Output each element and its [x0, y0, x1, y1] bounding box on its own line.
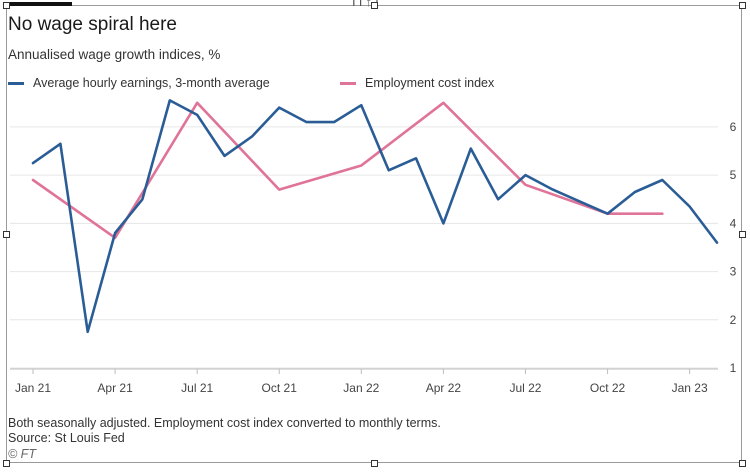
resize-handle-bottom-right[interactable]	[739, 460, 746, 467]
x-tick-label-4: Jan 22	[343, 381, 379, 395]
ft-credit: © FT	[8, 447, 36, 461]
legend-label-ahe: Average hourly earnings, 3-month average	[33, 76, 270, 90]
resize-handle-bottom-left[interactable]	[3, 460, 10, 467]
x-tick-label-8: Jan 23	[672, 381, 708, 395]
resize-handle-middle-left[interactable]	[3, 231, 10, 238]
resize-handle-top-right[interactable]	[739, 2, 746, 9]
top-marker: IT↑T	[352, 0, 382, 9]
chart-notes: Both seasonally adjusted. Employment cos…	[8, 416, 441, 446]
chart-frame	[6, 5, 742, 463]
x-tick-label-0: Jan 21	[15, 381, 51, 395]
y-tick-label-5: 5	[730, 168, 737, 182]
y-tick-label-1: 1	[730, 361, 737, 375]
y-tick-label-4: 4	[730, 216, 737, 230]
chart-subtitle: Annualised wage growth indices, %	[8, 47, 221, 62]
y-tick-label-2: 2	[730, 313, 737, 327]
legend-label-eci: Employment cost index	[365, 76, 495, 90]
legend-item-eci: Employment cost index	[340, 76, 494, 90]
x-tick-label-3: Oct 21	[262, 381, 298, 395]
series-line-average-hourly-earnings	[31, 99, 719, 334]
legend-swatch-eci	[340, 81, 356, 85]
resize-handle-middle-right[interactable]	[739, 231, 746, 238]
selection-bar	[6, 2, 72, 6]
x-tick-label-7: Oct 22	[590, 381, 626, 395]
x-tick-label-6: Jul 22	[509, 381, 541, 395]
legend-item-ahe: Average hourly earnings, 3-month average	[8, 76, 270, 90]
x-tick-label-1: Apr 21	[97, 381, 133, 395]
resize-handle-bottom-center[interactable]	[371, 460, 378, 467]
footnote: Both seasonally adjusted. Employment cos…	[8, 416, 441, 430]
series-line-employment-cost-index	[31, 101, 664, 240]
x-tick-label-2: Jul 21	[181, 381, 213, 395]
source-line: Source: St Louis Fed	[8, 431, 125, 445]
y-tick-label-6: 6	[730, 120, 737, 134]
x-tick-label-5: Apr 22	[426, 381, 462, 395]
resize-handle-top-center[interactable]	[371, 2, 378, 9]
legend-swatch-ahe	[8, 81, 24, 85]
y-tick-label-3: 3	[730, 265, 737, 279]
chart-title: No wage spiral here	[8, 14, 177, 35]
resize-handle-top-left[interactable]	[3, 2, 10, 9]
